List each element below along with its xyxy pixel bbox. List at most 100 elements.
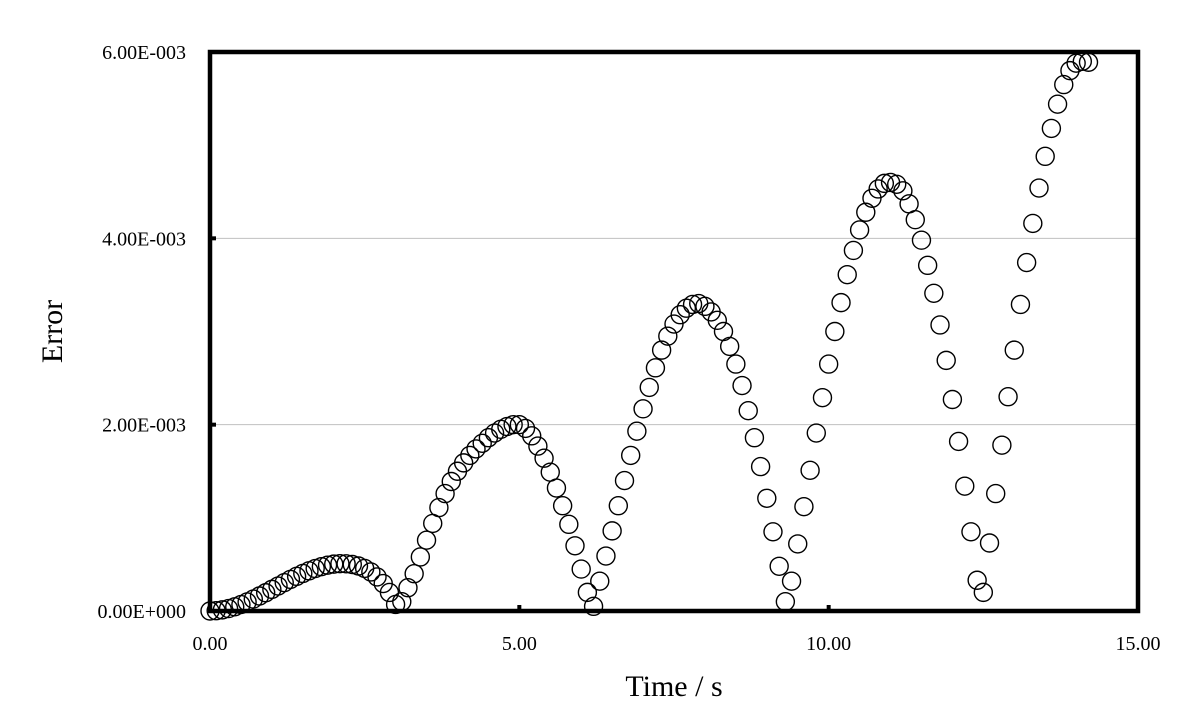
data-point xyxy=(460,445,480,466)
data-point xyxy=(664,314,684,334)
data-point xyxy=(627,421,647,441)
data-point xyxy=(794,496,814,517)
data-point xyxy=(435,483,455,504)
data-point xyxy=(924,283,944,304)
data-point xyxy=(614,470,635,491)
y-tick-label: 4.00E-003 xyxy=(102,228,186,250)
y-tick-label: 6.00E-003 xyxy=(102,42,186,64)
data-point xyxy=(1035,146,1055,167)
data-point xyxy=(1004,340,1024,360)
data-point xyxy=(379,582,400,603)
data-point xyxy=(942,389,963,410)
data-point xyxy=(1010,294,1031,315)
data-point xyxy=(837,264,857,285)
plot-border xyxy=(207,49,1141,614)
data-point xyxy=(911,230,932,250)
data-point xyxy=(330,553,350,574)
data-point xyxy=(596,546,616,566)
data-point xyxy=(695,296,715,317)
data-point xyxy=(781,571,802,591)
y-axis-title: Error xyxy=(36,300,69,363)
data-point xyxy=(305,558,325,579)
data-point xyxy=(1054,74,1074,95)
data-point xyxy=(398,578,418,598)
data-point xyxy=(484,423,505,443)
data-point xyxy=(738,400,758,421)
data-point xyxy=(658,326,678,346)
data-point xyxy=(992,435,1012,455)
data-point xyxy=(472,433,492,453)
data-point xyxy=(763,522,783,542)
x-tick-label: 15.00 xyxy=(1116,633,1161,655)
data-point xyxy=(552,496,573,516)
data-point xyxy=(893,181,913,201)
data-point xyxy=(590,571,610,591)
data-point xyxy=(936,350,956,371)
data-point xyxy=(416,530,437,550)
data-point xyxy=(633,399,653,419)
data-point xyxy=(1047,94,1068,114)
data-point xyxy=(868,179,888,199)
data-point xyxy=(670,305,690,325)
x-axis-title: Time / s xyxy=(625,670,722,703)
data-point xyxy=(874,173,895,194)
data-point xyxy=(905,209,925,230)
data-point xyxy=(986,483,1006,504)
data-point xyxy=(750,456,771,477)
data-point xyxy=(404,564,424,584)
data-point xyxy=(973,582,994,603)
gridlines xyxy=(210,237,1138,426)
data-point xyxy=(812,387,833,408)
data-point xyxy=(843,240,864,261)
data-point xyxy=(744,428,765,448)
data-point xyxy=(571,559,591,579)
data-point xyxy=(726,354,746,374)
data-point xyxy=(961,522,981,542)
data-point xyxy=(608,496,629,516)
data-point xyxy=(825,321,845,342)
x-tick-label: 10.00 xyxy=(806,633,851,655)
data-point xyxy=(515,418,536,439)
data-point xyxy=(565,536,585,556)
data-point xyxy=(887,174,907,194)
data-point xyxy=(639,377,659,398)
x-tick-label: 0.00 xyxy=(193,633,228,655)
data-point xyxy=(955,476,975,496)
data-point xyxy=(651,340,672,360)
data-point xyxy=(1023,213,1043,234)
data-point xyxy=(676,298,697,318)
data-point xyxy=(528,436,548,456)
data-point xyxy=(441,471,461,492)
data-point xyxy=(534,448,554,468)
data-point xyxy=(218,598,239,619)
data-point xyxy=(682,294,703,315)
data-point xyxy=(757,488,777,508)
data-point xyxy=(392,591,412,612)
data-point xyxy=(788,534,808,554)
data-point xyxy=(856,202,876,222)
data-point xyxy=(410,547,431,567)
data-point xyxy=(979,533,1000,553)
data-point xyxy=(967,570,987,590)
data-point xyxy=(1041,118,1062,139)
x-tick-label: 5.00 xyxy=(502,633,537,655)
data-point xyxy=(311,556,332,577)
data-point xyxy=(503,414,523,435)
data-point xyxy=(559,514,579,535)
data-point xyxy=(342,554,362,575)
data-point xyxy=(930,315,950,335)
data-point xyxy=(732,375,752,396)
data-point xyxy=(775,591,796,612)
data-point xyxy=(509,414,530,435)
data-point xyxy=(336,554,356,574)
data-point xyxy=(645,358,666,378)
data-point xyxy=(361,562,381,582)
axis-ticks xyxy=(210,236,831,611)
data-point xyxy=(453,453,474,473)
tick-labels: 0.00 5.00 10.00 15.00 0.00E+000 2.00E-003 4.00… xyxy=(98,42,1161,655)
y-tick-label: 0.00E+000 xyxy=(98,601,187,623)
data-point xyxy=(849,220,870,240)
data-point xyxy=(1016,252,1037,273)
